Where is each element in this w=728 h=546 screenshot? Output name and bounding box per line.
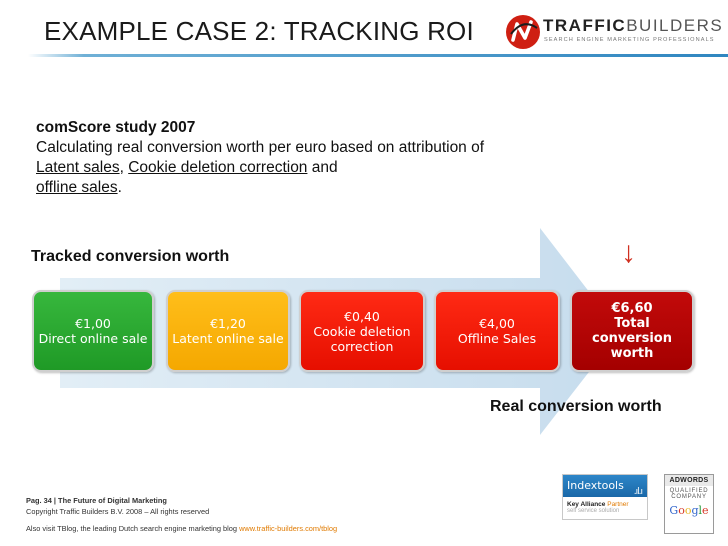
footer-blog-link[interactable]: www.traffic-builders.com/tblog [239,524,338,533]
indextools-badge: Indextools .ıl.ı Key Alliance Partner sel… [562,474,648,520]
page-title: EXAMPLE CASE 2: TRACKING ROI [44,16,474,46]
box-total-conversion: €6,60 Total conversion worth [570,290,694,372]
box-latent-online-sale: €1,20 Latent online sale [166,290,290,372]
tracked-conversion-label: Tracked conversion worth [31,248,230,265]
logo-mark-icon [506,15,540,49]
box-label: Latent online sale [172,331,284,346]
indextools-sub: self service solution [567,508,620,514]
offline-sales-link[interactable]: offline sales [36,179,118,196]
intro-text: comScore study 2007 Calculating real con… [36,118,516,198]
logo-wordmark: TRAFFICBUILDERS [543,16,724,35]
footer-page: Pag. 34 | The Future of Digital Marketin… [26,496,167,505]
intro-comma: , [119,159,129,176]
box-label: Direct online sale [38,331,148,346]
real-conversion-label: Real conversion worth [490,398,662,415]
indextools-name: Indextools [567,479,624,492]
box-direct-online-sale: €1,00 Direct online sale [32,290,154,372]
intro-line: Calculating real conversion worth per eu… [36,139,485,156]
google-logo: Google [669,504,709,517]
box-label: Offline Sales [457,331,537,346]
box-value: €1,20 [210,316,246,331]
adwords-line1: ADWORDS [665,475,713,486]
latent-sales-link[interactable]: Latent sales [36,159,120,176]
indextools-partner: Key Alliance Partner [567,501,629,508]
adwords-badge: ADWORDS QUALIFIED COMPANY Google [664,474,714,534]
traffic-builders-logo: TRAFFICBUILDERS SEARCH ENGINE MARKETING … [505,12,724,52]
box-label: Cookie deletion correction [313,323,411,354]
box-value: €0,40 [344,308,380,324]
box-value: €1,00 [75,316,111,331]
box-value: €6,60 [611,301,653,316]
footer-blog: Also visit TBlog, the leading Dutch sear… [26,524,337,533]
adwords-line2: QUALIFIED [669,488,709,494]
intro-period: . [117,179,122,196]
box-label: Total conversion worth [592,316,672,361]
box-offline-sales: €4,00 Offline Sales [434,290,560,372]
adwords-line3: COMPANY [671,494,707,500]
cookie-deletion-link[interactable]: Cookie deletion correction [128,159,308,176]
box-value: €4,00 [479,316,515,331]
footer-blog-text: Also visit TBlog, the leading Dutch sear… [26,524,240,533]
footer-copyright: Copyright Traffic Builders B.V. 2008 – A… [26,507,210,516]
logo-tagline: SEARCH ENGINE MARKETING PROFESSIONALS [544,37,715,43]
study-title: comScore study 2007 [36,119,196,136]
intro-and: and [307,159,338,176]
box-cookie-deletion: €0,40 Cookie deletion correction [299,290,425,372]
down-arrow-icon: ↓ [621,236,636,269]
header-divider [28,54,728,57]
bar-chart-icon: .ıl.ı [633,487,643,497]
